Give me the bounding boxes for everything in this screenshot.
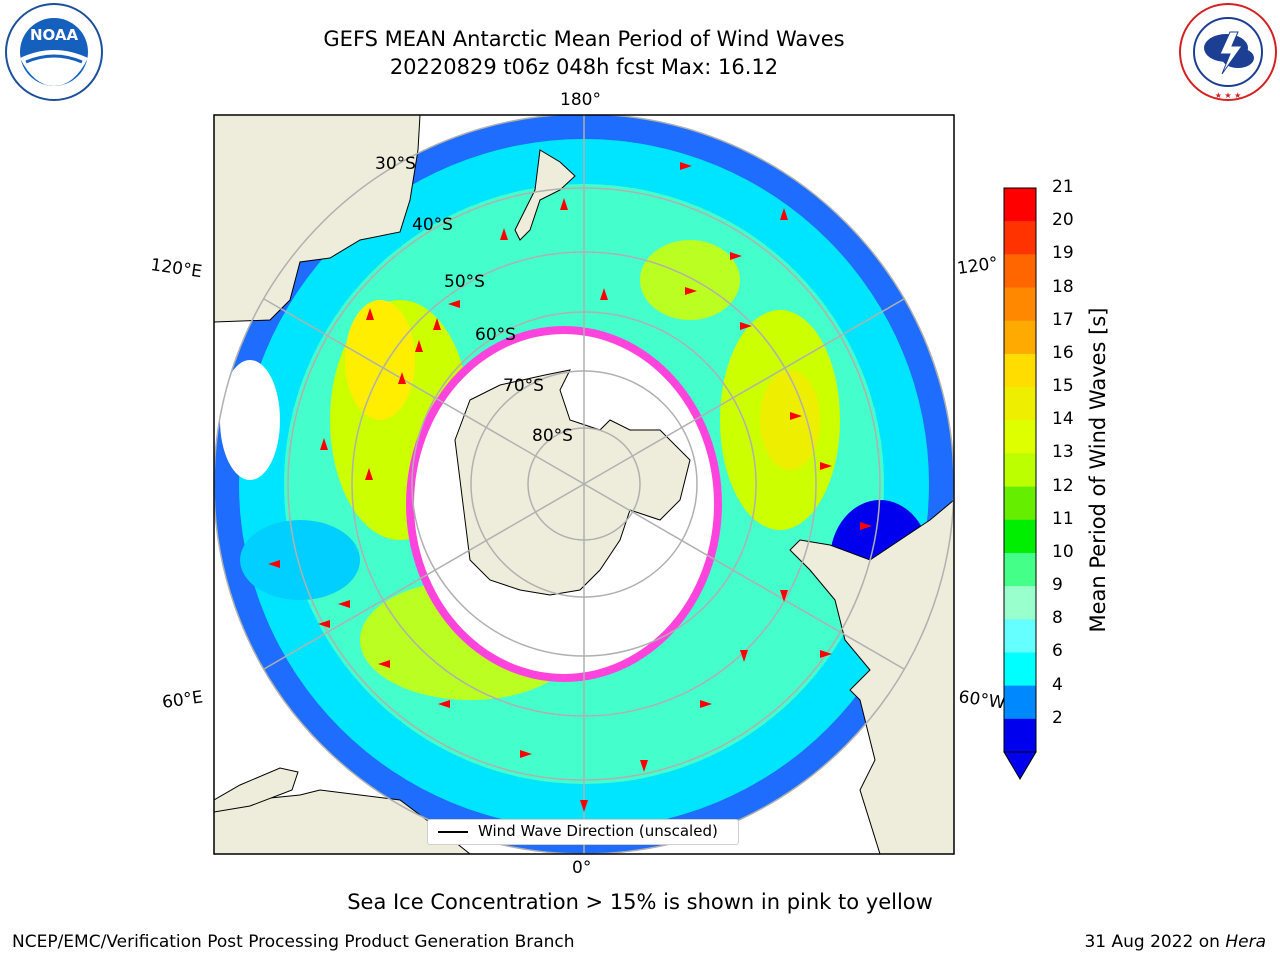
colorbar-tick-label: 15 xyxy=(1052,376,1074,397)
colorbar-tick-label: 21 xyxy=(1052,177,1074,197)
colorbar-segment xyxy=(1004,287,1036,322)
lon-label-120w: 120° xyxy=(956,253,999,279)
credit-text: NCEP/EMC/Verification Post Processing Pr… xyxy=(12,932,575,952)
australia-landmass xyxy=(214,115,421,323)
colorbar-tick-label: 10 xyxy=(1052,541,1074,562)
colorbar-segment xyxy=(1004,221,1036,255)
colorbar-tick-label: 2 xyxy=(1052,707,1063,728)
colorbar-segment xyxy=(1004,619,1036,653)
lat-label-70s: 70°S xyxy=(503,376,544,396)
antarctica-landmass xyxy=(454,369,691,596)
map-frame xyxy=(213,114,955,855)
lon-label-180: 180° xyxy=(560,90,601,110)
wave-direction-arrows xyxy=(268,162,872,812)
colorbar-segment xyxy=(1004,320,1036,355)
colorbar-tick-label: 4 xyxy=(1052,674,1063,695)
madagascar-landmass xyxy=(214,767,299,813)
host-name: Hera xyxy=(1225,932,1266,952)
lat-label-80s: 80°S xyxy=(532,426,573,446)
lat-label-30s: 30°S xyxy=(375,154,416,174)
colorbar-tick-label: 6 xyxy=(1052,641,1063,662)
lon-label-0: 0° xyxy=(572,858,591,878)
colorbar-segment xyxy=(1004,652,1036,687)
map-legend: Wind Wave Direction (unscaled) xyxy=(427,819,739,845)
colorbar-segment xyxy=(1004,486,1036,521)
colorbar-tick-label: 8 xyxy=(1052,608,1063,629)
lat-label-60s: 60°S xyxy=(475,325,516,345)
colorbar-segment xyxy=(1004,387,1036,421)
colorbar-tick-label: 16 xyxy=(1052,342,1074,363)
south-america-landmass xyxy=(789,499,954,854)
colorbar xyxy=(1003,187,1037,780)
colorbar-tick-label: 14 xyxy=(1052,409,1074,430)
colorbar-tick-label: 12 xyxy=(1052,475,1074,496)
colorbar-segment xyxy=(1004,453,1036,488)
graticule xyxy=(214,115,954,854)
sea-ice-note: Sea Ice Concentration > 15% is shown in … xyxy=(347,890,933,914)
colorbar-tick-label: 17 xyxy=(1052,309,1074,330)
chart-subtitle: 20220829 t06z 048h fcst Max: 16.12 xyxy=(389,55,779,79)
colorbar-segment xyxy=(1004,188,1036,222)
new-zealand-landmass xyxy=(514,149,576,241)
colorbar-tick-label: 13 xyxy=(1052,442,1074,463)
colorbar-segment xyxy=(1004,420,1036,454)
colorbar-segment xyxy=(1004,519,1036,554)
colorbar-tick-label: 19 xyxy=(1052,243,1074,264)
noaa-logo-icon: NOAA xyxy=(5,3,103,101)
colorbar-segment xyxy=(1004,685,1036,720)
colorbar-segment xyxy=(1004,353,1036,388)
colorbar-segment xyxy=(1004,718,1036,753)
lat-label-40s: 40°S xyxy=(412,215,453,235)
colorbar-segment xyxy=(1004,586,1036,620)
colorbar-segment xyxy=(1004,254,1036,289)
legend-label: Wind Wave Direction (unscaled) xyxy=(478,822,718,840)
colorbar-segment xyxy=(1004,552,1036,587)
lat-label-50s: 50°S xyxy=(444,272,485,292)
nws-logo-icon: ★ ★ ★ xyxy=(1179,3,1277,101)
svg-text:★ ★ ★: ★ ★ ★ xyxy=(1215,91,1242,100)
legend-line-icon xyxy=(438,831,468,833)
chart-title: GEFS MEAN Antarctic Mean Period of Wind … xyxy=(323,27,845,51)
lon-label-60e: 60°E xyxy=(161,687,204,712)
colorbar-label: Mean Period of Wind Waves [s] xyxy=(1086,307,1110,633)
noaa-wordmark: NOAA xyxy=(30,26,79,44)
colorbar-tick-label: 11 xyxy=(1052,508,1074,529)
run-date: 31 Aug 2022 on Hera xyxy=(1084,932,1266,952)
lon-label-120e: 120°E xyxy=(149,255,203,282)
colorbar-tick-label: 20 xyxy=(1052,210,1074,231)
colorbar-extend-arrow xyxy=(1003,751,1037,780)
colorbar-tick-label: 18 xyxy=(1052,276,1074,297)
colorbar-tick-label: 9 xyxy=(1052,575,1063,596)
